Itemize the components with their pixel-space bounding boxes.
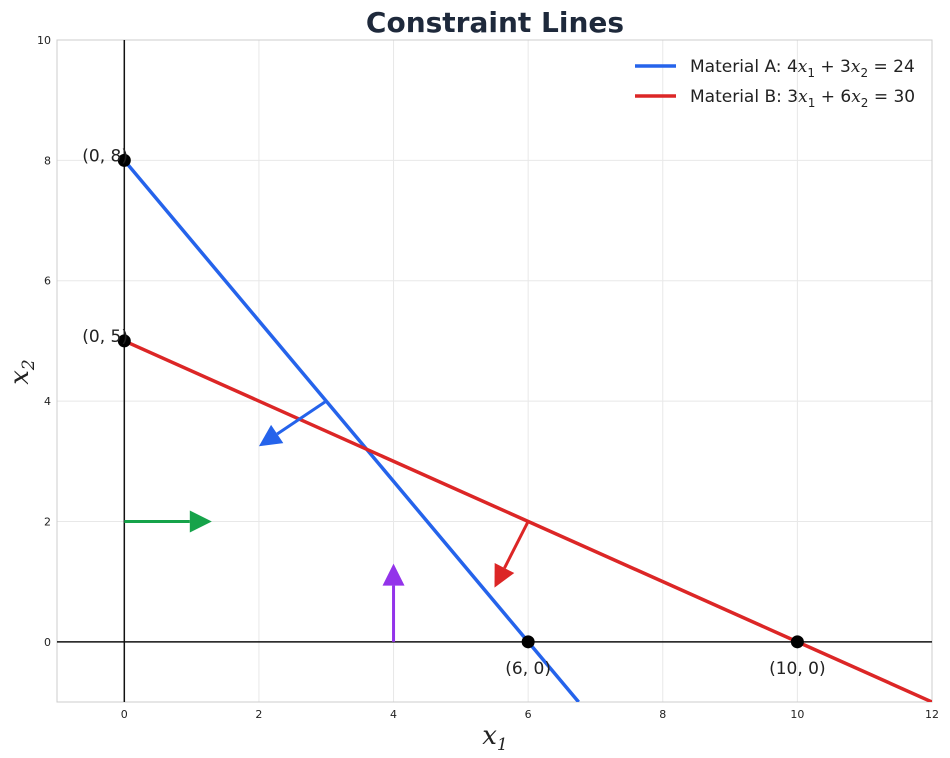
- y-tick-label: 8: [44, 154, 51, 167]
- material-b-direction-shaft: [503, 520, 530, 569]
- intercept-label: (10, 0): [769, 659, 826, 679]
- intercept-points: (0, 8) (0, 5) (6, 0) (10, 0): [82, 146, 825, 678]
- intercept-point: [117, 334, 131, 348]
- grid: [56, 39, 933, 703]
- intercept-point: [117, 153, 131, 167]
- y-axis-label: x2: [5, 359, 39, 385]
- intercept-point: [521, 635, 535, 649]
- tick-labels: 0 2 4 6 8 10 12 0 2 4 6 8 10: [37, 34, 939, 721]
- x-tick-label: 4: [390, 708, 397, 721]
- y-tick-label: 2: [44, 515, 51, 528]
- y-tick-label: 4: [44, 395, 51, 408]
- x1-nonnegativity-head: [189, 510, 212, 533]
- legend-label: Material B: 3x1 + 6x2 = 30: [690, 87, 915, 110]
- x-tick-label: 2: [255, 708, 262, 721]
- legend-label: Material A: 4x1 + 3x2 = 24: [690, 57, 915, 80]
- x-tick-label: 0: [121, 708, 128, 721]
- y-tick-label: 10: [37, 34, 51, 47]
- y-tick-label: 0: [44, 636, 51, 649]
- direction-arrows: [124, 399, 530, 642]
- material-b-direction-head: [494, 563, 515, 588]
- intercept-label: (0, 5): [82, 327, 128, 347]
- x-tick-label: 12: [925, 708, 939, 721]
- x2-nonnegativity-head: [382, 563, 405, 586]
- x-tick-label: 8: [659, 708, 666, 721]
- intercept-label: (0, 8): [82, 146, 128, 166]
- x-axis-label: x1: [482, 721, 508, 755]
- constraint-line-material-a: [122, 159, 580, 702]
- intercept-label: (6, 0): [505, 659, 551, 679]
- x-tick-label: 10: [790, 708, 804, 721]
- intercept-point: [790, 635, 804, 649]
- material-a-direction-shaft: [276, 399, 328, 436]
- plot-frame: [56, 39, 933, 703]
- y-tick-label: 6: [44, 275, 51, 288]
- x-tick-label: 6: [525, 708, 532, 721]
- chart-title: Constraint Lines: [366, 6, 624, 39]
- legend: Material A: 4x1 + 3x2 = 24 Material B: 3x…: [635, 57, 915, 110]
- material-a-direction-head: [258, 424, 284, 447]
